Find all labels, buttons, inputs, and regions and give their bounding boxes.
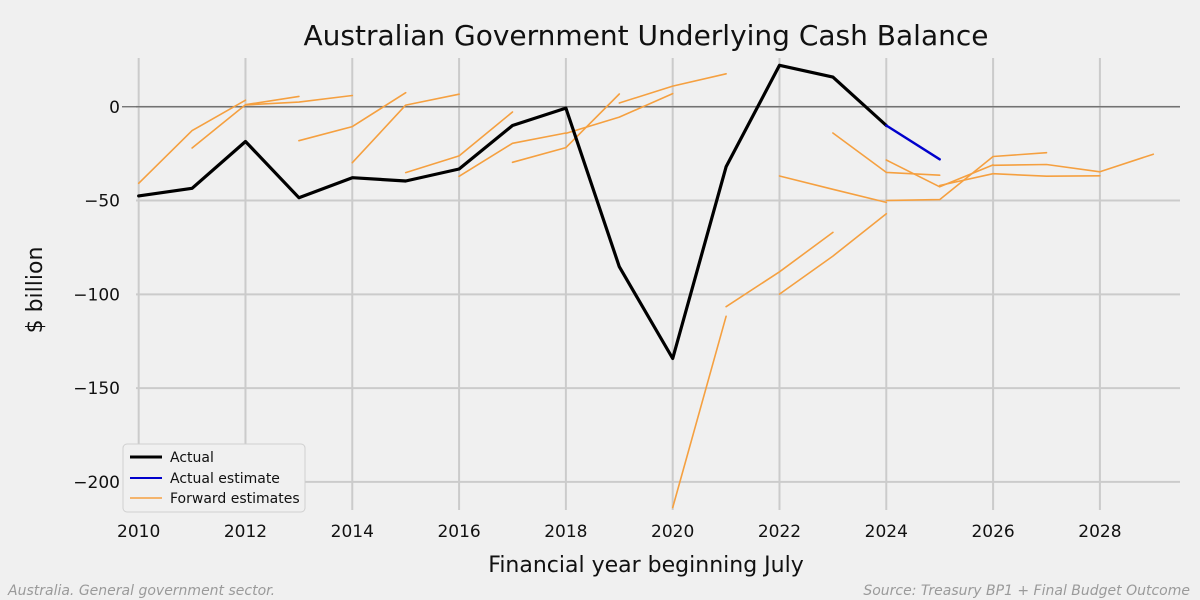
forward-estimate-line [351, 93, 460, 164]
forward-estimate-line [725, 231, 834, 308]
forward-estimate-line [137, 99, 247, 185]
y-tick-label: −150 [73, 379, 120, 399]
forward-estimate-line [565, 92, 674, 135]
y-tick-label: −50 [84, 192, 120, 212]
legend: Actual Actual estimate Forward estimates [122, 443, 306, 513]
forward-estimate-line [671, 315, 727, 509]
series-line-actual-estimate [885, 124, 941, 161]
y-axis-label: $ billion [23, 247, 48, 334]
forward-estimate-line [992, 153, 1155, 173]
x-axis-label: Financial year beginning July [488, 553, 803, 578]
forward-estimate-line [511, 93, 621, 164]
forward-estimate-line [618, 73, 727, 104]
x-tick-label: 2014 [331, 522, 374, 542]
x-tick-label: 2026 [971, 522, 1014, 542]
footer-right-note: Source: Treasury BP1 + Final Budget Outc… [863, 583, 1190, 599]
series-layer [137, 63, 941, 361]
forward-estimate-line [778, 175, 888, 204]
x-tick-label: 2024 [865, 522, 908, 542]
chart-title: Australian Government Underlying Cash Ba… [304, 19, 989, 52]
legend-label-actual: Actual [170, 450, 214, 466]
x-tick-label: 2022 [758, 522, 801, 542]
legend-label-actual-estimate: Actual estimate [170, 471, 280, 487]
forward-estimate-line [938, 172, 1101, 187]
forward-estimate-line [458, 132, 567, 178]
y-tick-label: −200 [73, 473, 120, 493]
forward-estimate-line [832, 132, 941, 176]
forward-estimate-line [885, 159, 994, 188]
tick-labels: 2010 2012 2014 2016 2018 2020 2022 2024 2026 2028… [73, 98, 1121, 542]
footer-left-note: Australia. General government sector. [7, 583, 275, 599]
x-tick-label: 2018 [544, 522, 587, 542]
x-tick-label: 2012 [224, 522, 267, 542]
forward-estimates-layer [137, 73, 1155, 509]
forward-estimate-line [404, 111, 514, 174]
x-tick-label: 2028 [1078, 522, 1121, 542]
series-line-actual [137, 63, 888, 361]
forward-estimate-line [885, 151, 1048, 202]
x-tick-label: 2016 [437, 522, 480, 542]
forward-estimate-line [244, 94, 354, 106]
forward-estimate-line [298, 91, 407, 142]
y-tick-label: −100 [73, 285, 120, 305]
x-tick-label: 2020 [651, 522, 694, 542]
legend-box [122, 443, 306, 513]
legend-label-forward-estimates: Forward estimates [170, 491, 300, 507]
y-tick-label: 0 [109, 98, 120, 118]
x-tick-label: 2010 [117, 522, 160, 542]
forward-estimate-line [778, 212, 888, 295]
